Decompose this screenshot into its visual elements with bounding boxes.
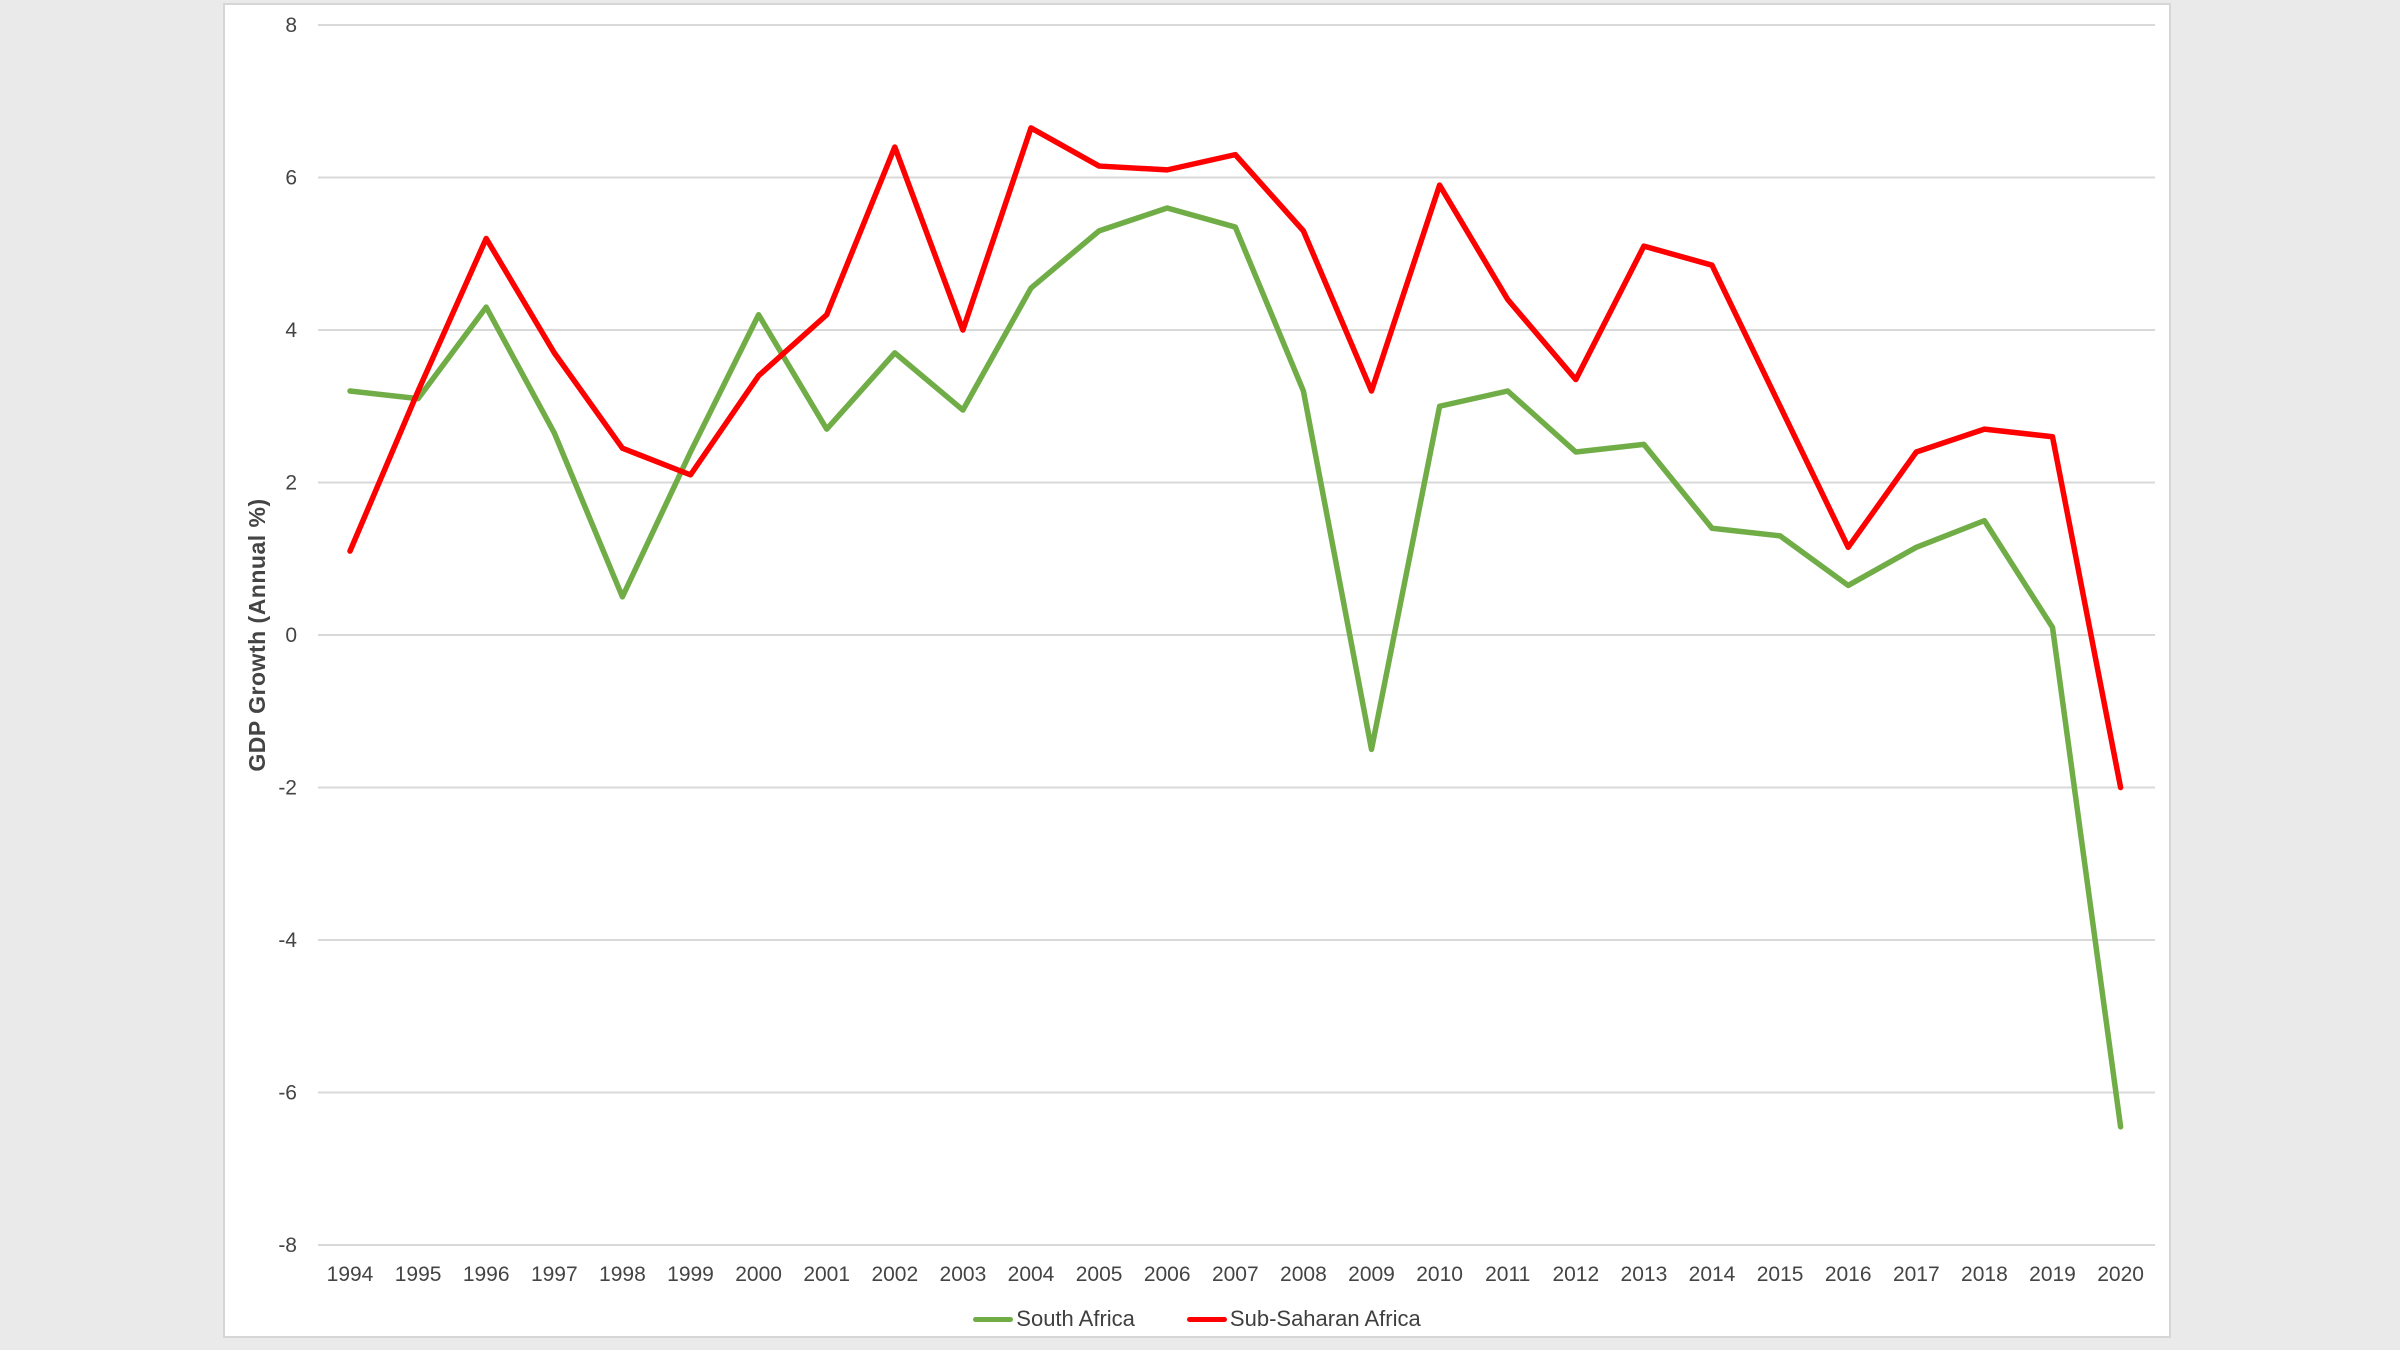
- x-tick-label: 2014: [1689, 1263, 1736, 1286]
- series-line-sub-saharan-africa: [347, 125, 2124, 791]
- x-tick-label: 2020: [2097, 1263, 2144, 1286]
- y-tick-label: -6: [278, 1082, 297, 1105]
- x-tick-label: 2006: [1144, 1263, 1191, 1286]
- y-tick-label: 0: [285, 624, 297, 647]
- x-tick-label: 2007: [1212, 1263, 1259, 1286]
- series-line-south-africa: [347, 205, 2124, 1130]
- y-tick-label: 4: [285, 319, 297, 342]
- x-tick-label: 2018: [1961, 1263, 2008, 1286]
- x-tick-label: 2010: [1416, 1263, 1463, 1286]
- x-tick-label: 2012: [1552, 1263, 1599, 1286]
- x-tick-label: 2000: [735, 1263, 782, 1286]
- x-tick-label: 2017: [1893, 1263, 1940, 1286]
- legend-label-south-africa: South Africa: [1016, 1306, 1135, 1331]
- x-tick-label: 1998: [599, 1263, 646, 1286]
- x-tick-label: 2004: [1008, 1263, 1055, 1286]
- y-tick-label: -2: [278, 777, 297, 800]
- sub-saharan-africa-line-swatch-icon: [1186, 1316, 1227, 1322]
- y-tick-label: 6: [285, 167, 297, 190]
- south-africa-line-swatch-icon: [973, 1316, 1014, 1322]
- x-tick-label: 2016: [1825, 1263, 1872, 1286]
- legend-item-south-africa: South Africa: [973, 1306, 1135, 1332]
- y-tick-label: -8: [278, 1234, 297, 1257]
- x-tick-label: 2011: [1485, 1263, 1530, 1286]
- chart-panel: [223, 3, 2171, 1338]
- x-tick-label: 1995: [395, 1263, 442, 1286]
- x-tick-label: 2002: [871, 1263, 918, 1286]
- x-tick-label: 2009: [1348, 1263, 1395, 1286]
- x-tick-label: 2005: [1076, 1263, 1123, 1286]
- x-tick-label: 1994: [327, 1263, 374, 1286]
- legend-item-sub-saharan-africa: Sub-Saharan Africa: [1186, 1306, 1421, 1332]
- legend: South Africa Sub-Saharan Africa: [223, 1300, 2171, 1338]
- x-tick-label: 2003: [940, 1263, 987, 1286]
- x-tick-label: 2013: [1621, 1263, 1668, 1286]
- y-tick-label: 2: [285, 472, 297, 495]
- y-axis-title: GDP Growth (Annual %): [243, 498, 270, 772]
- y-tick-label: -4: [278, 929, 297, 952]
- x-tick-label: 1997: [531, 1263, 578, 1286]
- x-tick-label: 2008: [1280, 1263, 1327, 1286]
- y-tick-label: 8: [285, 14, 297, 37]
- x-tick-label: 2019: [2029, 1263, 2076, 1286]
- x-tick-label: 1996: [463, 1263, 510, 1286]
- legend-label-sub-saharan-africa: Sub-Saharan Africa: [1229, 1306, 1421, 1331]
- x-tick-label: 1999: [667, 1263, 714, 1286]
- x-tick-label: 2015: [1757, 1263, 1804, 1286]
- x-tick-label: 2001: [803, 1263, 850, 1286]
